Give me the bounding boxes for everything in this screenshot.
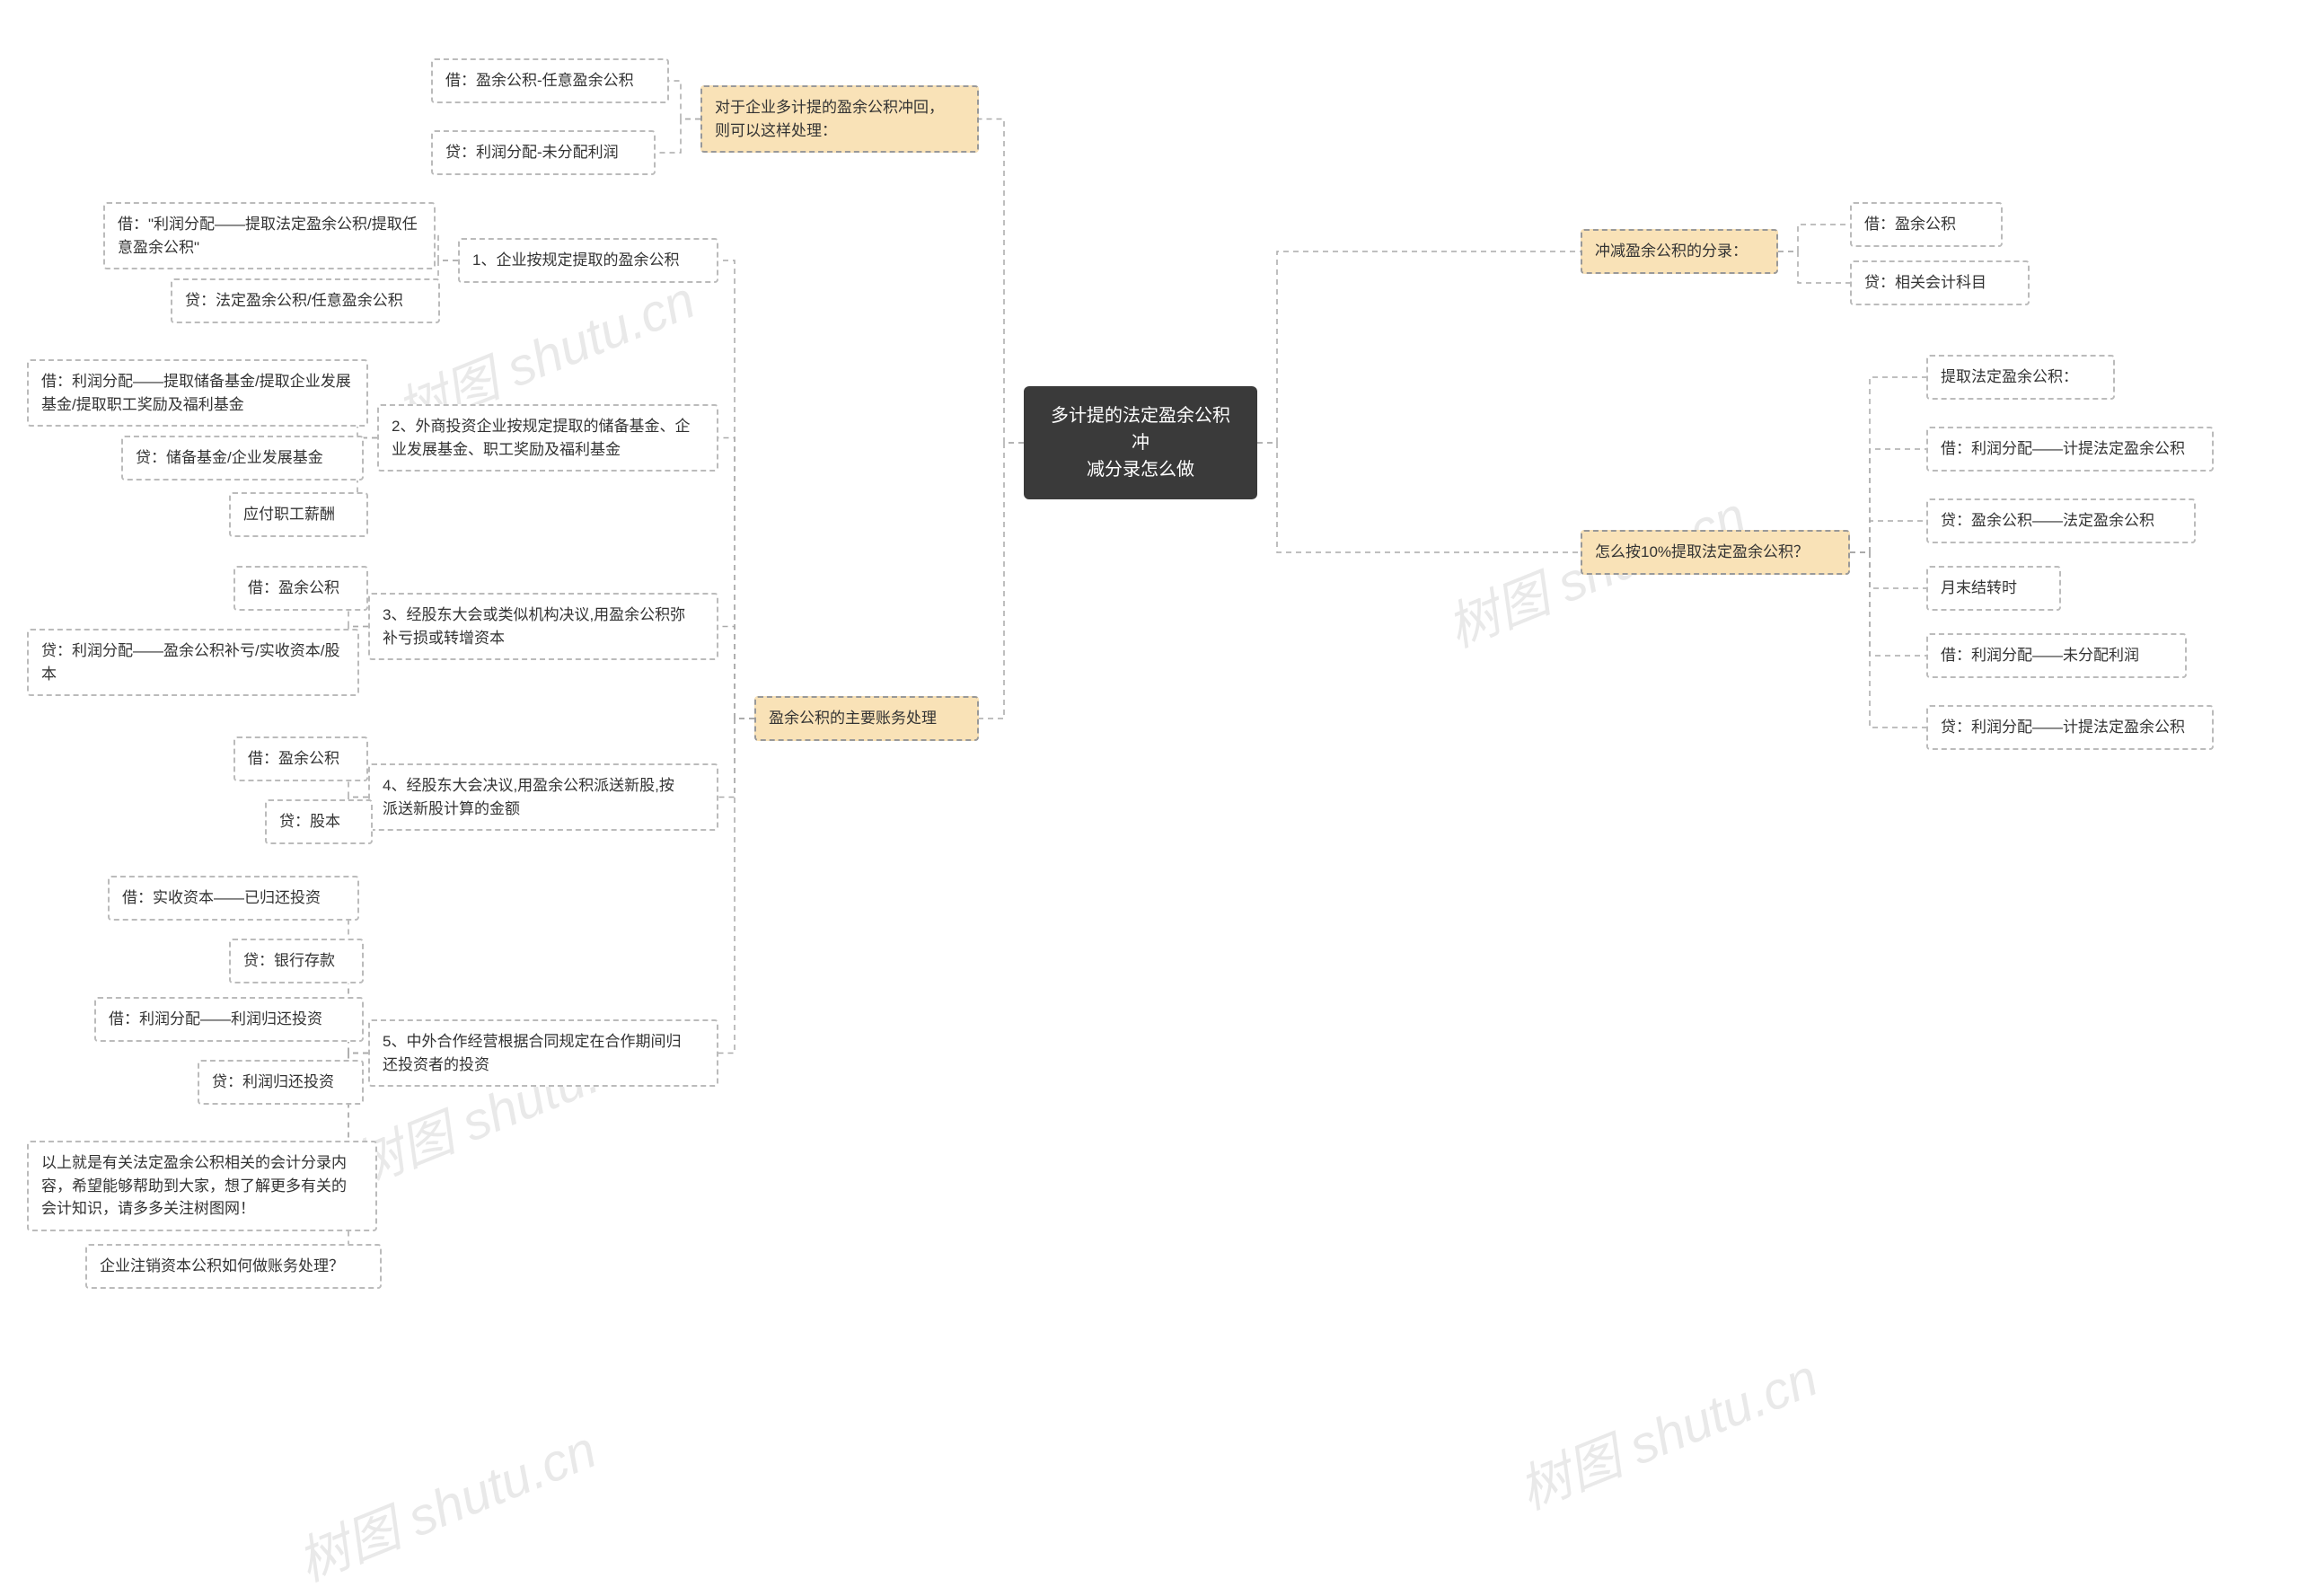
mindmap-node-l2_4a: 借：盈余公积: [233, 736, 368, 781]
mindmap-node-l2_5c: 借：利润分配——利润归还投资: [94, 997, 364, 1042]
connector: [718, 719, 754, 798]
mindmap-node-r2e: 借：利润分配——未分配利润: [1926, 633, 2187, 678]
mindmap-canvas: 树图 shutu.cn树图 shutu.cn树图 shutu.cn树图 shut…: [0, 0, 2299, 1521]
mindmap-node-l2_3: 3、经股东大会或类似机构决议,用盈余公积弥 补亏损或转增资本: [368, 593, 718, 660]
connector: [1257, 443, 1581, 552]
watermark: 树图 shutu.cn: [285, 1407, 605, 1596]
connector: [1778, 225, 1850, 251]
mindmap-node-l2_2: 2、外商投资企业按规定提取的储备基金、企 业发展基金、职工奖励及福利基金: [377, 404, 718, 472]
mindmap-node-r2b: 借：利润分配——计提法定盈余公积: [1926, 427, 2214, 472]
connector: [1850, 552, 1926, 588]
mindmap-node-l2_5: 5、中外合作经营根据合同规定在合作期间归 还投资者的投资: [368, 1019, 718, 1087]
mindmap-node-l2_2a: 借：利润分配——提取储备基金/提取企业发展 基金/提取职工奖励及福利基金: [27, 359, 368, 427]
connector: [1850, 449, 1926, 552]
connector: [1850, 552, 1926, 656]
connector: [1850, 521, 1926, 552]
mindmap-node-r2a: 提取法定盈余公积：: [1926, 355, 2115, 400]
mindmap-node-l2_3a: 借：盈余公积: [233, 566, 368, 611]
mindmap-node-l1a: 借：盈余公积-任意盈余公积: [431, 58, 669, 103]
mindmap-node-l2_2b: 贷：储备基金/企业发展基金: [121, 436, 364, 481]
mindmap-node-l2_2c: 应付职工薪酬: [229, 492, 368, 537]
mindmap-node-r1a: 借：盈余公积: [1850, 202, 2003, 247]
connector: [718, 719, 754, 1054]
connector: [718, 260, 754, 719]
mindmap-node-r2f: 贷：利润分配——计提法定盈余公积: [1926, 705, 2214, 750]
mindmap-node-l1: 对于企业多计提的盈余公积冲回， 则可以这样处理：: [700, 85, 979, 153]
mindmap-node-r1: 冲减盈余公积的分录：: [1581, 229, 1778, 274]
connector: [1257, 251, 1581, 443]
connector: [979, 443, 1024, 719]
connector: [1850, 552, 1926, 727]
connector: [979, 119, 1024, 444]
mindmap-node-l2_5e: 以上就是有关法定盈余公积相关的会计分录内 容，希望能够帮助到大家，想了解更多有关…: [27, 1141, 377, 1231]
mindmap-node-root: 多计提的法定盈余公积冲 减分录怎么做: [1024, 386, 1257, 499]
mindmap-node-l2_4b: 贷：股本: [265, 799, 373, 844]
connector: [1778, 251, 1850, 283]
mindmap-node-l2_5b: 贷：银行存款: [229, 939, 364, 983]
mindmap-node-l2_5a: 借：实收资本——已归还投资: [108, 876, 359, 921]
connector: [438, 260, 458, 301]
mindmap-node-l2: 盈余公积的主要账务处理: [754, 696, 979, 741]
mindmap-node-l2_1b: 贷：法定盈余公积/任意盈余公积: [171, 278, 440, 323]
connector: [669, 81, 700, 119]
mindmap-node-l2_4: 4、经股东大会决议,用盈余公积派送新股,按 派送新股计算的金额: [368, 763, 718, 831]
connector: [1850, 377, 1926, 552]
watermark: 树图 shutu.cn: [1506, 1336, 1827, 1524]
connector: [718, 438, 754, 719]
mindmap-node-l2_1: 1、企业按规定提取的盈余公积: [458, 238, 718, 283]
mindmap-node-l2_5d: 贷：利润归还投资: [198, 1060, 364, 1105]
mindmap-node-l2_1a: 借："利润分配——提取法定盈余公积/提取任 意盈余公积": [103, 202, 436, 269]
mindmap-node-r1b: 贷：相关会计科目: [1850, 260, 2030, 305]
connector: [436, 236, 458, 261]
mindmap-node-l1b: 贷：利润分配-未分配利润: [431, 130, 656, 175]
mindmap-node-r2c: 贷：盈余公积——法定盈余公积: [1926, 498, 2196, 543]
mindmap-node-l2_3b: 贷：利润分配——盈余公积补亏/实收资本/股 本: [27, 629, 359, 696]
mindmap-node-r2: 怎么按10%提取法定盈余公积？: [1581, 530, 1850, 575]
mindmap-node-l2_5f: 企业注销资本公积如何做账务处理？: [85, 1244, 382, 1289]
connector: [656, 119, 700, 154]
connector: [718, 627, 754, 719]
mindmap-node-r2d: 月末结转时: [1926, 566, 2061, 611]
